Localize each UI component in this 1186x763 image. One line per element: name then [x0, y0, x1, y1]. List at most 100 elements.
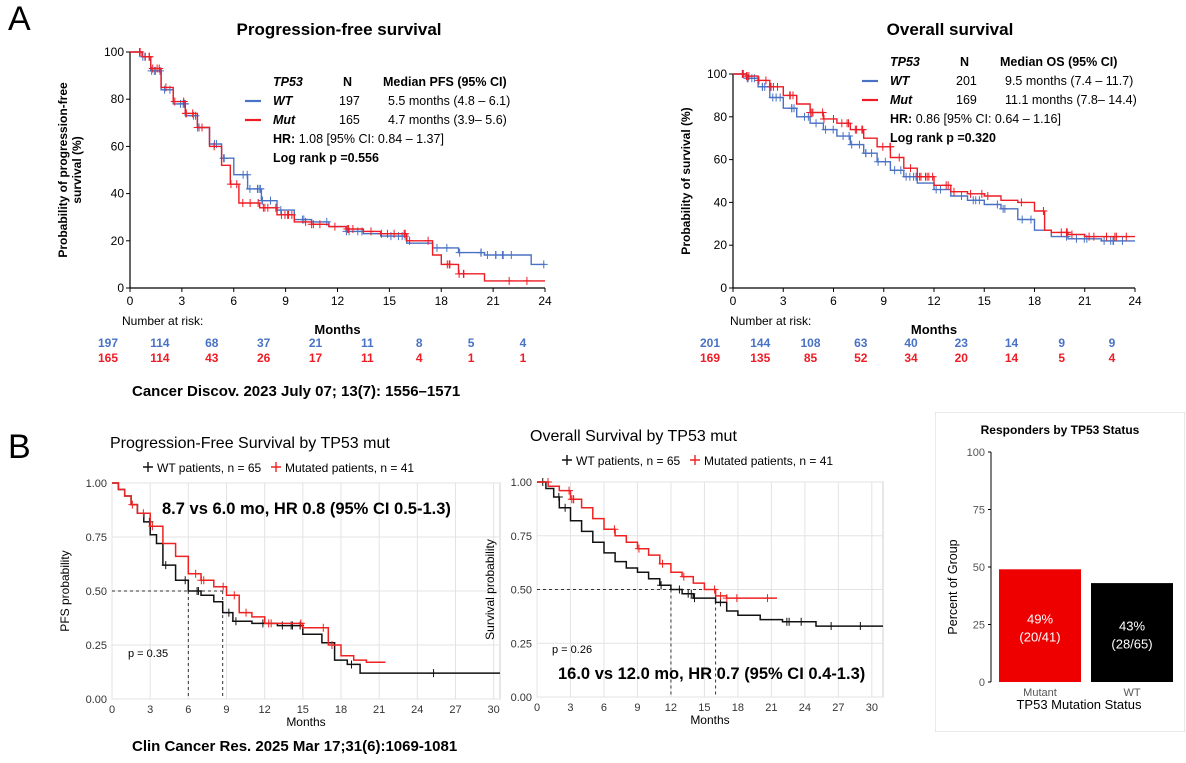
risk-count-mut: 114 [150, 351, 170, 365]
x-axis-label: Months [314, 322, 360, 337]
censor-mark [569, 495, 578, 504]
y-tick-label: 0.25 [511, 638, 532, 650]
y-tick-label: 50 [973, 562, 985, 574]
censor-mark [812, 119, 821, 128]
censor-mark [505, 276, 514, 285]
y-tick-label: 25 [973, 620, 985, 632]
x-tick-label: 15 [698, 702, 710, 714]
censor-mark [432, 243, 441, 252]
x-tick-label: 24 [411, 704, 423, 716]
x-tick-label: 12 [259, 704, 271, 716]
x-tick-label: 21 [765, 702, 777, 714]
x-tick-label: 3 [567, 702, 573, 714]
censor-mark [327, 641, 336, 649]
y-tick-label: 60 [111, 139, 125, 153]
legend-group-name: WT [273, 94, 294, 108]
x-tick-label: 30 [488, 704, 500, 716]
y-tick-label: 100 [967, 447, 985, 459]
censor-mark [259, 203, 268, 212]
censor-mark [819, 114, 828, 123]
censor-mark [658, 559, 667, 568]
censor-mark [761, 76, 770, 85]
censor-mark [1085, 232, 1094, 241]
censor-mark [1067, 230, 1076, 239]
censor-mark [459, 269, 468, 278]
x-tick-label: 24 [799, 702, 811, 714]
risk-count-mut: 43 [205, 351, 219, 365]
bar-label-percent: 43% [1119, 619, 1145, 634]
y-tick-label: 20 [111, 234, 125, 248]
y-axis-label: survival (%) [70, 136, 84, 203]
censor-mark [949, 187, 958, 196]
censor-mark [277, 210, 286, 219]
censor-mark [829, 114, 838, 123]
censor-mark [477, 248, 486, 257]
censor-mark [179, 97, 188, 106]
censor-mark [928, 172, 937, 181]
risk-count-wt: 68 [205, 336, 219, 350]
censor-mark [966, 189, 975, 198]
censor-mark [193, 123, 202, 132]
censor-mark [232, 180, 241, 189]
median-hr-annotation: 16.0 vs 12.0 mo, HR 0.7 (95% CI 0.4-1.3) [558, 665, 865, 683]
censor-mark [1026, 215, 1035, 224]
x-tick-label: 3 [780, 294, 787, 308]
x-axis-label: TP53 Mutation Status [1016, 697, 1142, 712]
risk-count-wt: 201 [700, 336, 720, 350]
censor-mark [890, 166, 899, 175]
y-axis-label: Survival probability [483, 539, 497, 640]
risk-count-wt: 11 [361, 336, 374, 350]
censor-mark [1102, 232, 1111, 241]
median-hr-annotation: 8.7 vs 6.0 mo, HR 0.8 (95% CI 0.5-1.3) [162, 500, 451, 518]
censor-mark [135, 48, 144, 56]
legend-median: 9.5 months (7.4 – 11.7) [1005, 74, 1133, 88]
censor-mark [690, 594, 699, 603]
censor-mark [231, 617, 240, 626]
legend-label-wt: WT patients, n = 65 [157, 461, 261, 475]
y-tick-label: 80 [714, 110, 728, 124]
censor-mark [807, 108, 816, 117]
censor-mark [266, 196, 275, 205]
bar-mutant [999, 569, 1081, 682]
censor-mark [483, 250, 492, 259]
censor-mark [561, 503, 570, 512]
censor-mark [243, 170, 252, 179]
hazard-ratio: HR: 1.08 [95% CI: 0.84 – 1.37] [273, 132, 444, 146]
x-tick-label: 15 [978, 294, 992, 308]
x-tick-label: 12 [927, 294, 941, 308]
y-tick-label: 40 [111, 187, 125, 201]
censor-mark [347, 660, 356, 669]
km-curve-wt [537, 481, 883, 627]
x-tick-label: 18 [335, 704, 347, 716]
risk-count-wt: 9 [1058, 336, 1065, 350]
censor-mark [1017, 198, 1026, 207]
censor-mark [634, 544, 643, 553]
os-chart-a: Overall survival 0 20 40 60 80 100 0 3 6 9 12 15 18 21… [679, 20, 1142, 365]
censor-mark [429, 669, 438, 678]
hr-prefix: HR: [273, 132, 295, 146]
censor-mark [739, 70, 748, 78]
hr-value: 1.08 [95% CI: 0.84 – 1.37] [295, 132, 444, 146]
censor-mark [881, 157, 890, 166]
censor-mark [539, 260, 548, 269]
x-tick-label: 0 [127, 294, 134, 308]
censor-mark [507, 250, 516, 259]
censor-mark [224, 608, 233, 617]
censor-mark [230, 591, 239, 600]
y-axis-label: PFS probability [58, 550, 72, 631]
y-tick-label: 0 [979, 677, 985, 689]
risk-count-mut: 165 [98, 351, 118, 365]
censor-mark [148, 522, 157, 531]
censor-mark [128, 500, 137, 509]
y-axis-label: Percent of Group [946, 539, 960, 634]
legend-n: 165 [339, 113, 360, 127]
censor-mark [401, 229, 410, 238]
censor-mark [343, 225, 352, 233]
risk-count-mut: 17 [309, 351, 323, 365]
censor-mark [921, 172, 930, 181]
censor-mark [246, 199, 255, 208]
censor-mark [498, 250, 507, 259]
x-tick-label: 15 [297, 704, 309, 716]
censor-mark [679, 572, 688, 581]
censor-mark [287, 210, 296, 219]
